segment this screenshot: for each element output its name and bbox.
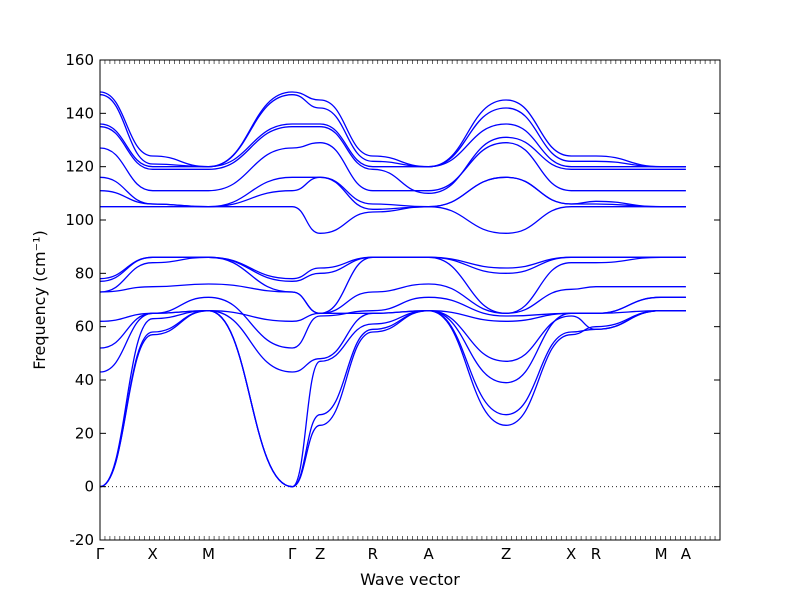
x-tick-label: Γ — [96, 545, 105, 563]
x-tick-label: X — [566, 545, 576, 563]
x-tick-label: Z — [501, 545, 511, 563]
x-tick-label: X — [148, 545, 158, 563]
phonon-band-6 — [99, 310, 686, 322]
x-axis-label: Wave vector — [360, 570, 460, 589]
phonon-band-7 — [99, 283, 686, 314]
plot-series-group — [99, 91, 720, 488]
y-tick-label: -20 — [70, 531, 95, 549]
y-tick-label: 0 — [84, 478, 94, 496]
y-tick-label: 60 — [75, 318, 94, 336]
phonon-band-11 — [100, 206, 686, 234]
x-tick-label: M — [655, 545, 668, 563]
phonon-band-2 — [99, 310, 686, 488]
phonon-band-1 — [99, 310, 686, 488]
phonon-band-16 — [99, 123, 686, 168]
y-tick-label: 100 — [65, 211, 94, 229]
phonon-band-10 — [99, 256, 686, 280]
phonon-band-18 — [99, 91, 686, 168]
x-tick-label: R — [591, 545, 601, 563]
y-tick-label: 40 — [75, 371, 94, 389]
y-axis: -20 0 20 40 60 80 100 120 140 160 — [65, 51, 720, 549]
phonon-band-15 — [99, 126, 686, 194]
x-tick-label: A — [423, 545, 434, 563]
y-tick-label: 140 — [65, 104, 94, 122]
y-tick-label: 120 — [65, 158, 94, 176]
x-tick-label: M — [202, 545, 215, 563]
phonon-band-9 — [99, 256, 686, 282]
phonon-band-13 — [99, 176, 686, 208]
y-tick-label: 20 — [75, 424, 94, 442]
phonon-band-4 — [99, 296, 686, 384]
x-tick-label: Γ — [288, 545, 297, 563]
y-tick-label: 160 — [65, 51, 94, 69]
y-axis-label: Frequency (cm⁻¹) — [30, 230, 49, 369]
x-tick-label: Z — [315, 545, 325, 563]
phonon-band-5 — [99, 296, 686, 349]
phonon-band-3 — [99, 310, 686, 488]
phonon-band-14 — [99, 142, 686, 192]
x-tick-label: R — [368, 545, 378, 563]
y-tick-label: 80 — [75, 264, 94, 282]
x-tick-label: A — [681, 545, 692, 563]
plot-area-frame — [99, 59, 721, 541]
